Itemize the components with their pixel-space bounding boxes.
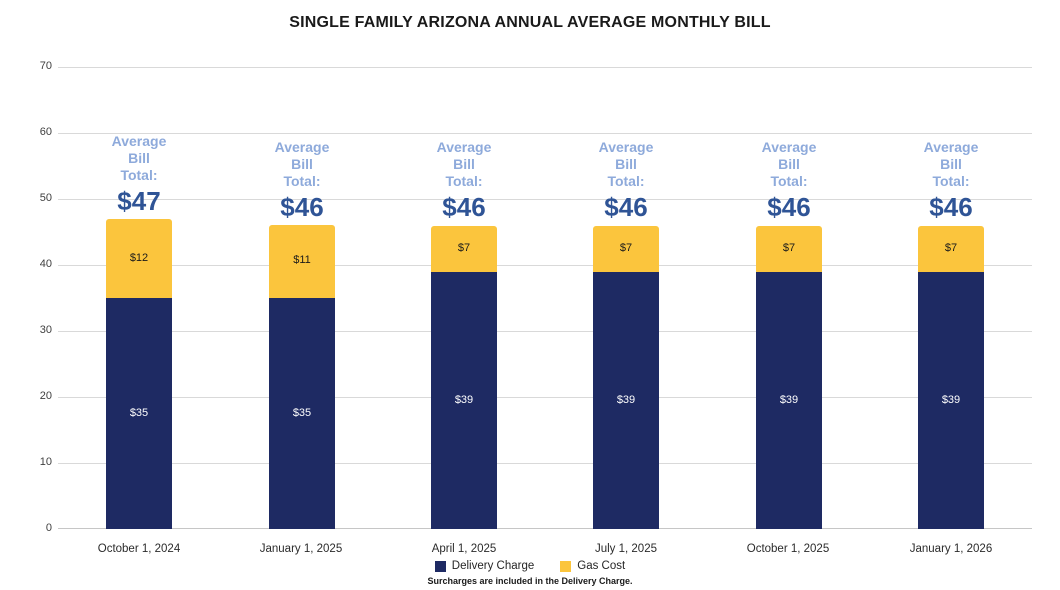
annotation-line: Total: xyxy=(932,173,970,189)
legend: Delivery Charge Gas Cost xyxy=(0,560,1060,572)
annotation-line: Average xyxy=(274,139,330,155)
legend-swatch-icon xyxy=(434,560,446,572)
annotation-total-value: $46 xyxy=(767,192,811,222)
bar-segment-value: $7 xyxy=(619,242,633,254)
bar-segment-delivery-charge: $39 xyxy=(756,272,822,529)
bar-segment-value: $7 xyxy=(944,242,958,254)
gridline-y70 xyxy=(58,67,1032,68)
annotation-line: Bill xyxy=(291,156,313,172)
annotation-total-value: $46 xyxy=(929,192,973,222)
y-axis-tick-label: 70 xyxy=(39,60,52,72)
legend-item-label: Delivery Charge xyxy=(451,560,535,572)
annotation-line: Total: xyxy=(283,173,321,189)
y-axis-tick-label: 20 xyxy=(39,390,52,402)
y-axis-tick-label: 60 xyxy=(39,126,52,138)
annotation-line: Average xyxy=(923,139,979,155)
bar-segment-delivery-charge: $39 xyxy=(593,272,659,529)
average-bill-annotation: Average Bill Total: $47 xyxy=(59,133,219,216)
annotation-total-value: $46 xyxy=(442,192,486,222)
bar-segment-value: $11 xyxy=(293,254,311,266)
average-bill-annotation: Average Bill Total: $46 xyxy=(871,139,1031,222)
bar-segment-value: $12 xyxy=(129,252,149,264)
bar-segment-value: $35 xyxy=(129,407,149,419)
annotation-line: Average xyxy=(598,139,654,155)
bar-segment-delivery-charge: $35 xyxy=(106,298,172,529)
annotation-total-value: $46 xyxy=(280,192,324,222)
gridline-y50 xyxy=(58,199,1032,200)
annotation-line: Bill xyxy=(615,156,637,172)
gridline-y10 xyxy=(58,463,1032,464)
bar-segment-delivery-charge: $35 xyxy=(269,298,335,529)
average-bill-annotation: Average Bill Total: $46 xyxy=(222,139,382,222)
annotation-line: Average xyxy=(436,139,492,155)
bar-segment-value: $7 xyxy=(782,242,796,254)
annotation-line: Total: xyxy=(607,173,645,189)
average-bill-annotation: Average Bill Total: $46 xyxy=(384,139,544,222)
gridline-y0 xyxy=(58,528,1032,529)
annotation-line: Bill xyxy=(453,156,475,172)
x-axis-category-label: October 1, 2025 xyxy=(746,543,830,555)
footnote: Surcharges are included in the Delivery … xyxy=(427,576,633,586)
x-axis-category-label: January 1, 2025 xyxy=(259,543,343,555)
gridline-y40 xyxy=(58,265,1032,266)
annotation-total-value: $46 xyxy=(604,192,648,222)
legend-swatch-icon xyxy=(560,560,572,572)
bar-segment-gas-cost: $7 xyxy=(918,226,984,272)
bar-segment-value: $39 xyxy=(454,394,474,406)
annotation-line: Bill xyxy=(940,156,962,172)
annotation-line: Total: xyxy=(120,167,158,183)
annotation-line: Total: xyxy=(770,173,808,189)
annotation-line: Bill xyxy=(778,156,800,172)
gridline-y30 xyxy=(58,331,1032,332)
annotation-line: Total: xyxy=(445,173,483,189)
chart-title: SINGLE FAMILY ARIZONA ANNUAL AVERAGE MON… xyxy=(289,14,771,31)
annotation-line: Bill xyxy=(128,150,150,166)
y-axis-tick-label: 50 xyxy=(39,192,52,204)
gridline-y60 xyxy=(58,133,1032,134)
x-axis-category-label: July 1, 2025 xyxy=(594,543,657,555)
y-axis-tick-label: 0 xyxy=(45,522,52,534)
annotation-line: Average xyxy=(111,133,167,149)
legend-item-gas-cost: Gas Cost xyxy=(560,560,625,572)
y-axis-tick-label: 30 xyxy=(39,324,52,336)
plot-area: 0 10 20 30 40 50 60 70 $35 $12 Average Bill Total: $4… xyxy=(40,60,1032,555)
x-axis-category-label: October 1, 2024 xyxy=(97,543,181,555)
bar-segment-gas-cost: $7 xyxy=(593,226,659,272)
annotation-total-value: $47 xyxy=(117,186,161,216)
y-axis-tick-label: 40 xyxy=(39,258,52,270)
bar-segment-gas-cost: $7 xyxy=(756,226,822,272)
annotation-line: Average xyxy=(761,139,817,155)
bar-segment-delivery-charge: $39 xyxy=(918,272,984,529)
average-bill-annotation: Average Bill Total: $46 xyxy=(709,139,869,222)
average-bill-annotation: Average Bill Total: $46 xyxy=(546,139,706,222)
bar-segment-value: $35 xyxy=(292,407,312,419)
x-axis-category-label: April 1, 2025 xyxy=(431,543,497,555)
bar-segment-value: $39 xyxy=(616,394,636,406)
bar-segment-gas-cost: $11 xyxy=(269,225,335,298)
gridline-y20 xyxy=(58,397,1032,398)
bar-segment-gas-cost: $7 xyxy=(431,226,497,272)
bar-segment-delivery-charge: $39 xyxy=(431,272,497,529)
y-axis-tick-label: 10 xyxy=(39,456,52,468)
bar-segment-value: $39 xyxy=(941,394,961,406)
bar-segment-value: $7 xyxy=(457,242,471,254)
x-axis-category-label: January 1, 2026 xyxy=(909,543,993,555)
bar-segment-gas-cost: $12 xyxy=(106,219,172,298)
legend-item-label: Gas Cost xyxy=(577,560,626,572)
bar-segment-value: $39 xyxy=(779,394,799,406)
legend-item-delivery-charge: Delivery Charge xyxy=(434,560,535,572)
